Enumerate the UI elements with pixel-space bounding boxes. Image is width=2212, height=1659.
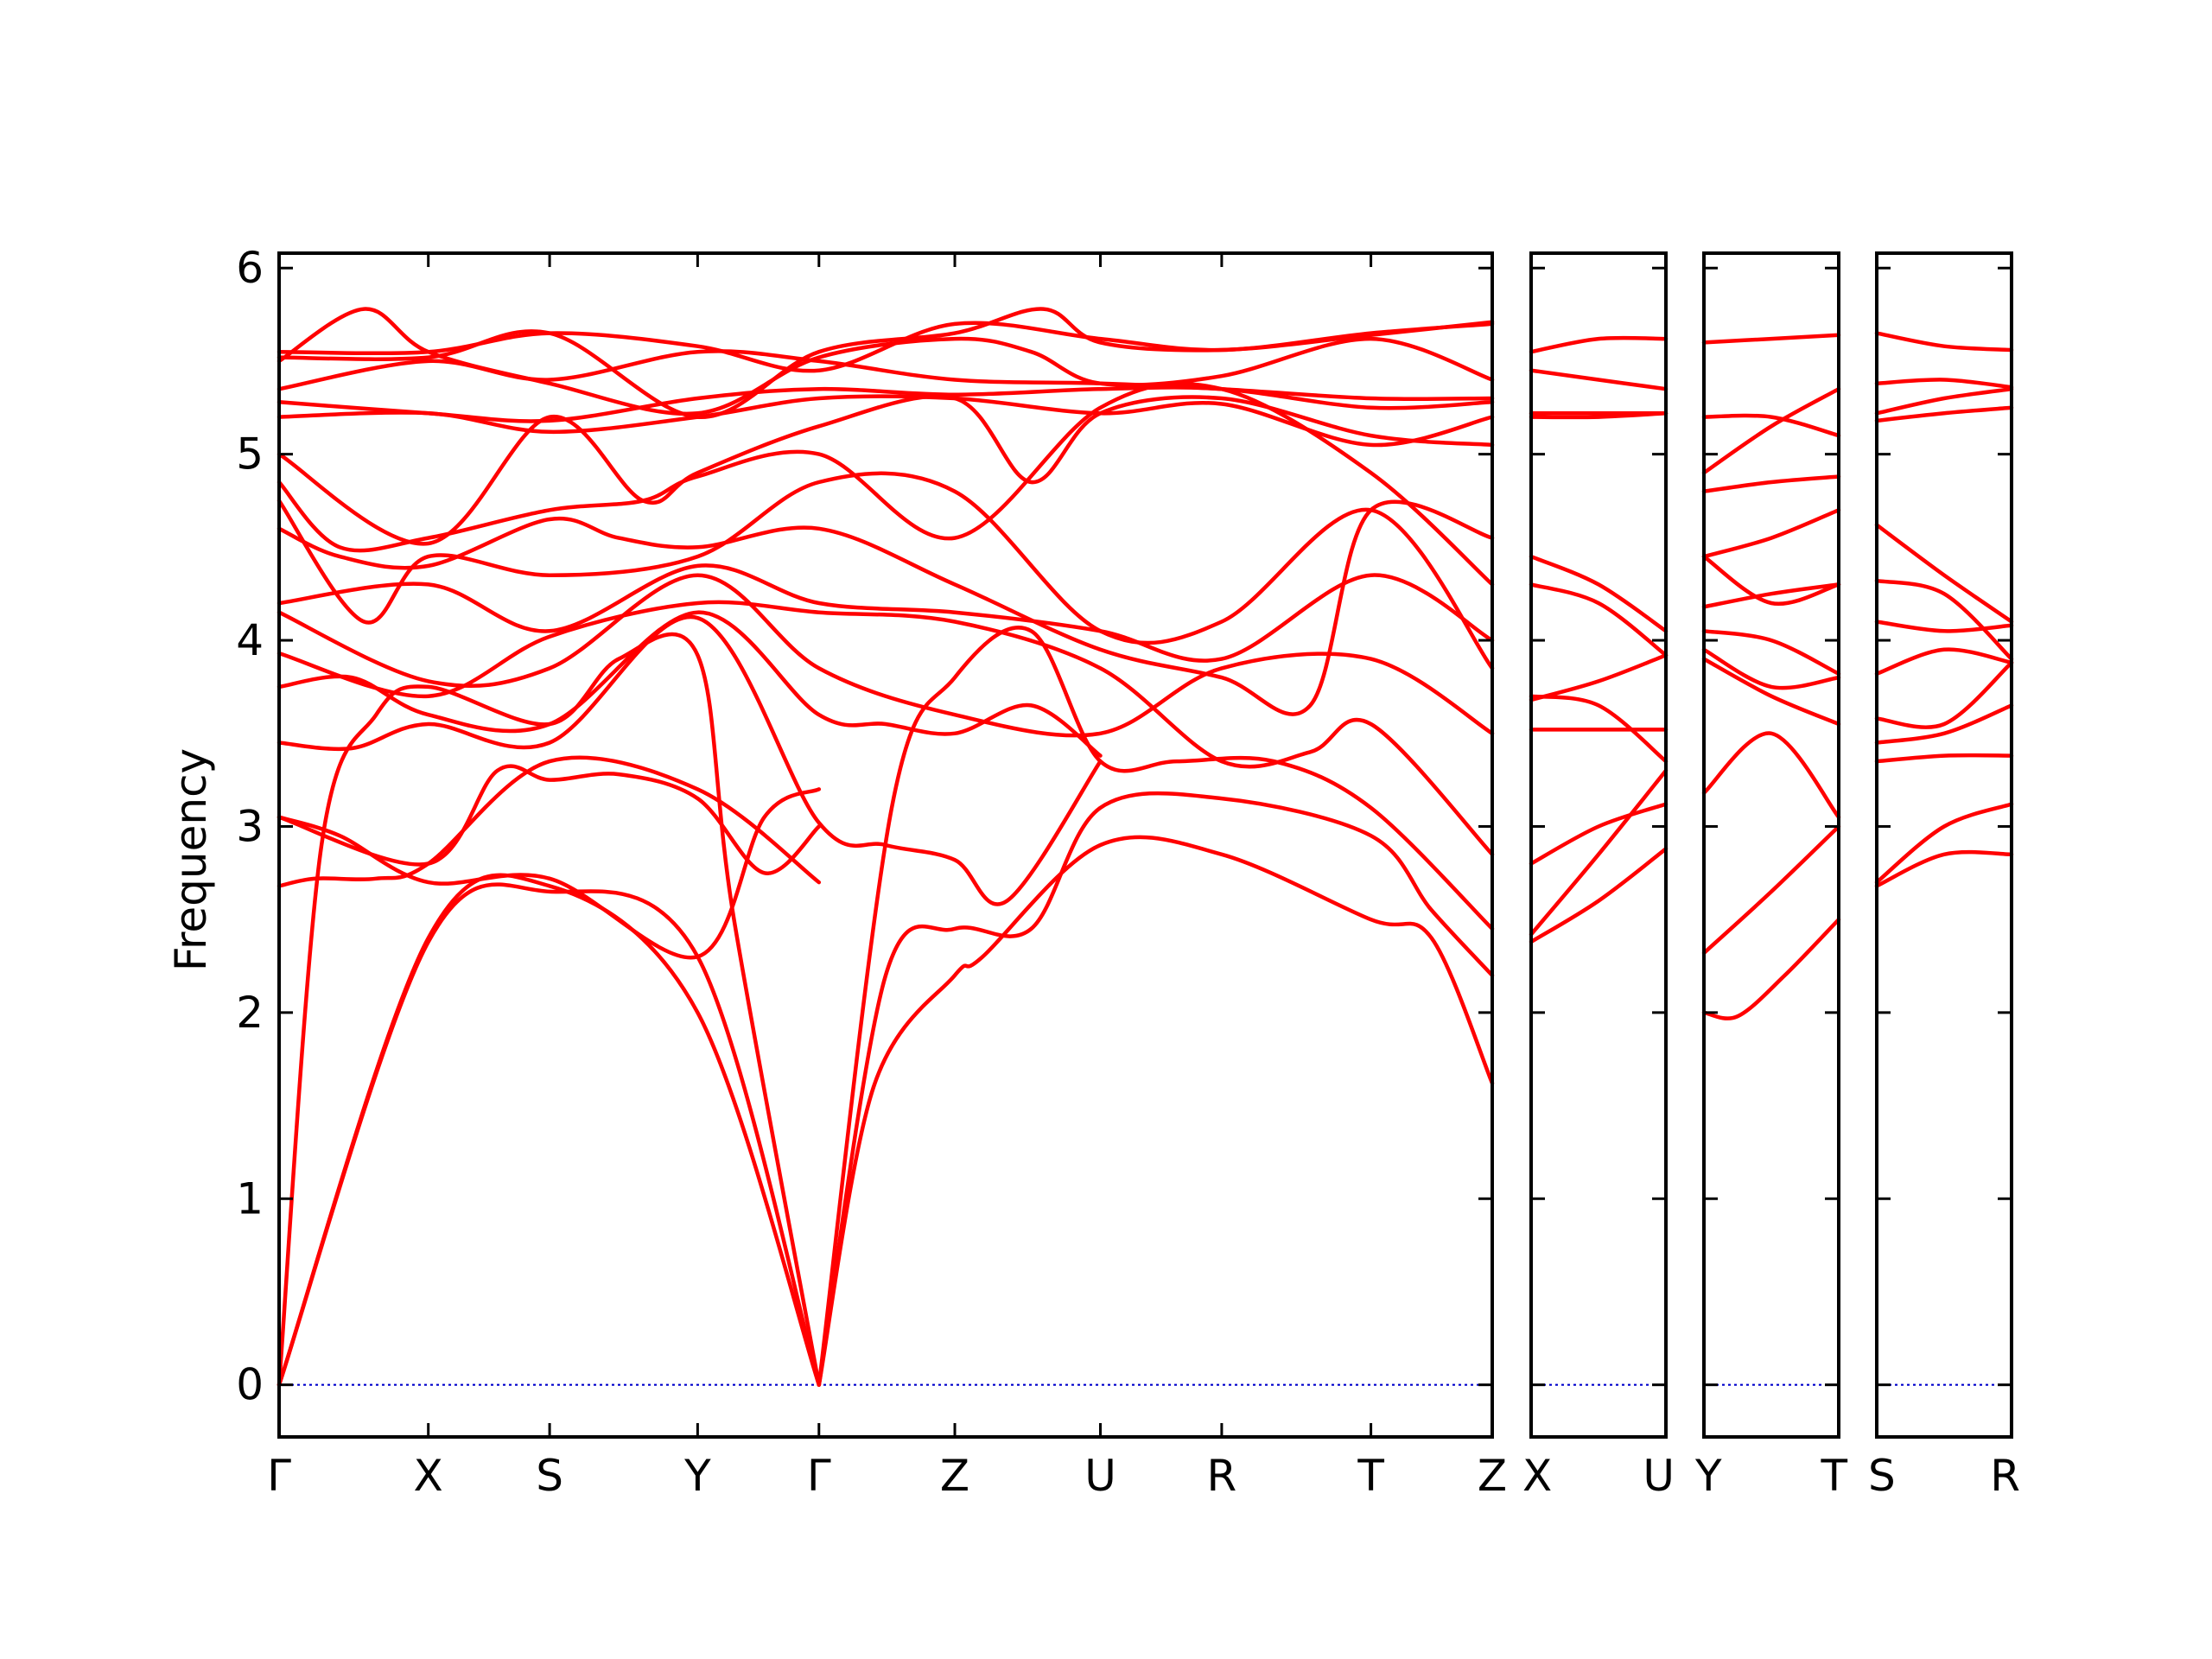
panel-frame [277,251,1494,1439]
band-S-R-8 [1874,578,2014,661]
x-tick-label-Z: Z [1478,1451,1507,1501]
y-tick-label: 5 [236,429,264,480]
panel-frame [1875,251,2013,1439]
x-tick-label-S: S [1868,1451,1896,1501]
band-Y-T-2 [1701,824,1841,956]
band-main-13 [276,573,1495,738]
panel-frame [1529,251,1668,1439]
band-Y-T-1 [1701,917,1841,1020]
band-main-10 [276,614,1103,906]
band-main-9 [276,764,822,875]
band-S-R-3 [1874,753,2014,764]
x-tick-label-Z: Z [940,1451,969,1501]
band-main-2 [276,882,822,1387]
band-Y-T-5 [1701,647,1841,690]
band-X-U-3 [1529,802,1669,866]
band-Y-T-12 [1701,413,1841,438]
band-S-R-2 [1874,802,2014,885]
band-main-16 [276,471,1495,671]
band-main-12 [276,600,1495,857]
band-main-15 [276,499,1495,716]
band-main-24 [276,307,1495,419]
panel-frame [1702,251,1840,1439]
band-main-6 [817,626,1495,1387]
band-S-R-4 [1874,703,2014,745]
x-tick-label-Y: Y [1694,1451,1722,1501]
band-S-R-7 [1874,620,2014,633]
x-tick-label-X: X [1522,1451,1552,1501]
band-S-R-6 [1874,647,2014,677]
band-X-U-6 [1529,653,1669,702]
band-main-20 [276,385,1495,423]
band-Y-T-9 [1701,508,1841,559]
x-tick-label-R: R [1207,1451,1237,1501]
y-tick-label: 2 [236,988,264,1038]
x-tick-label-Y: Y [683,1451,711,1501]
band-Y-T-8 [1701,554,1841,607]
y-axis-label: Frequency [166,748,216,971]
x-tick-label-Γ: Γ [267,1451,291,1501]
band-X-U-2 [1529,768,1669,937]
band-main-7 [276,755,822,888]
band-main-11 [276,610,1103,758]
band-main-19 [276,394,1495,448]
x-tick-label-T: T [1820,1451,1847,1501]
band-X-U-1 [1529,847,1669,944]
band-main-18 [276,394,1495,546]
band-S-R-11 [1874,386,2014,416]
band-Y-T-11 [1701,386,1841,475]
band-main-5 [817,791,1495,1387]
band-Y-T-7 [1701,582,1841,609]
x-tick-label-T: T [1357,1451,1384,1501]
y-tick-label: 6 [236,243,264,293]
x-tick-label-S: S [536,1451,563,1501]
band-X-U-12 [1529,335,1669,354]
band-X-U-7 [1529,582,1669,658]
x-tick-label-R: R [1990,1451,2020,1501]
band-S-R-9 [1874,523,2014,624]
y-tick-label: 3 [236,801,264,851]
band-S-R-13 [1874,331,2014,353]
band-main-8 [276,787,822,960]
band-Y-T-13 [1701,333,1841,345]
band-S-R-12 [1874,378,2014,390]
x-tick-label-U: U [1084,1451,1116,1501]
x-tick-label-Γ: Γ [807,1451,831,1501]
x-tick-label-U: U [1643,1451,1675,1501]
band-Y-T-4 [1701,657,1841,727]
x-tick-label-X: X [414,1451,443,1501]
y-tick-label: 4 [236,615,264,665]
band-main-4 [817,835,1495,1387]
band-Y-T-6 [1701,629,1841,677]
band-S-R-5 [1874,660,2014,729]
band-X-U-8 [1529,554,1669,633]
y-tick-label: 1 [236,1173,264,1224]
band-X-U-11 [1529,368,1669,391]
band-Y-T-10 [1701,474,1841,493]
band-S-R-1 [1874,849,2014,888]
band-Y-T-3 [1701,731,1841,819]
band-S-R-10 [1874,405,2014,423]
y-tick-label: 0 [236,1360,264,1410]
band-main-14 [276,563,1495,663]
